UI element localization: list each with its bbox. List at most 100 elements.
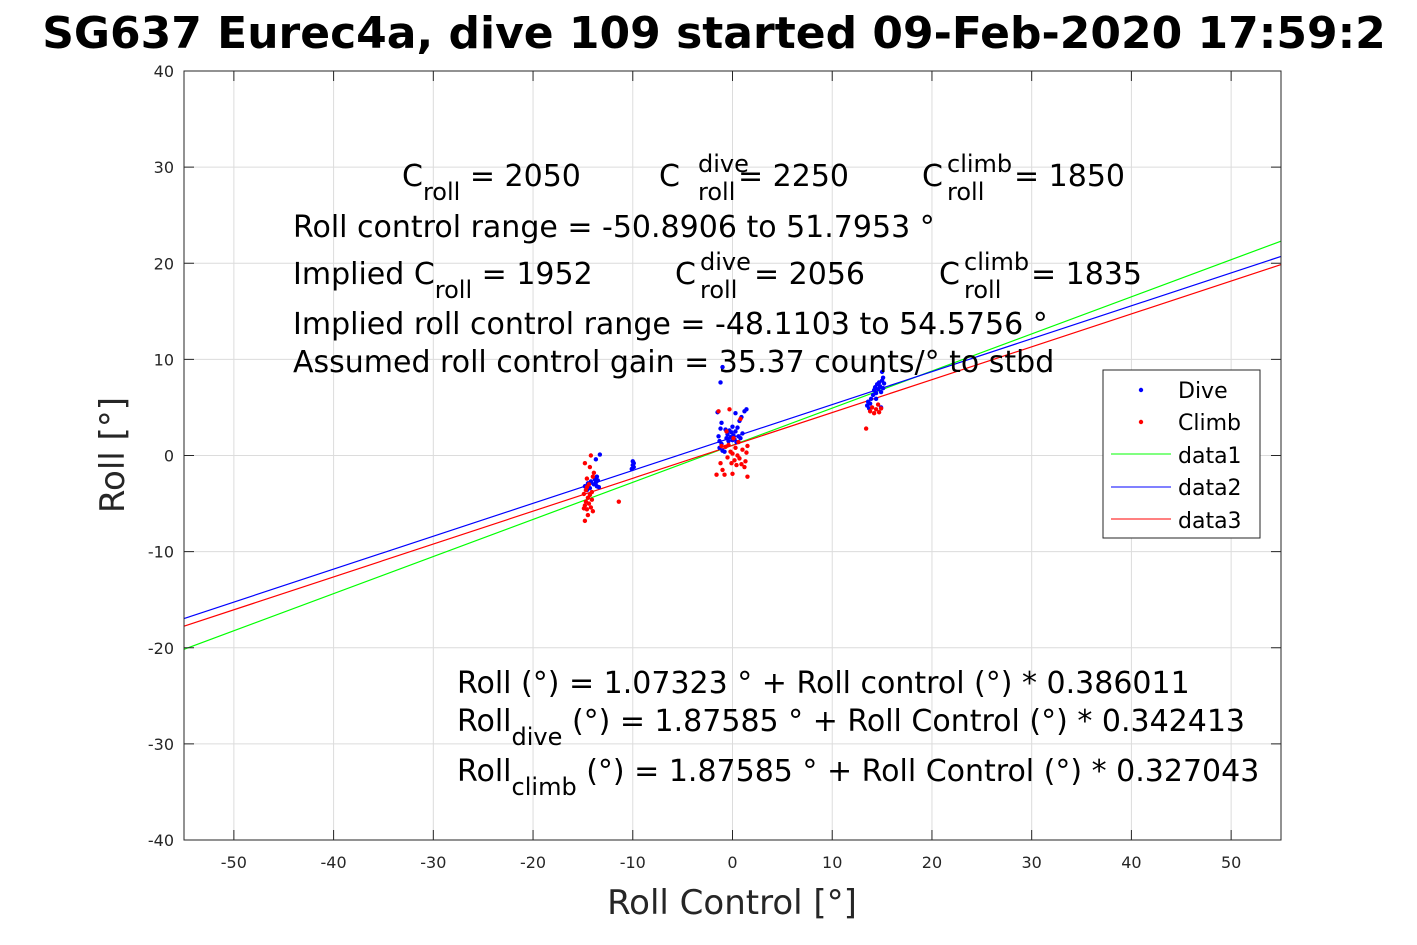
data-point-dive xyxy=(718,426,723,431)
chart-title: SG637 Eurec4a, dive 109 started 09-Feb-2… xyxy=(42,8,1386,59)
data-point-climb xyxy=(585,512,591,518)
annotation-implied-c-climb-value: = 1835 xyxy=(1031,257,1142,292)
data-point-dive xyxy=(722,449,727,454)
legend-marker-dive xyxy=(1138,387,1144,393)
data-point-dive xyxy=(631,464,636,470)
data-point-climb xyxy=(587,464,593,470)
y-tick-label: 10 xyxy=(154,350,174,369)
data-point-climb xyxy=(876,410,882,415)
x-tick-label: 50 xyxy=(1221,853,1241,872)
x-tick-label: -20 xyxy=(520,853,546,872)
data-point-dive xyxy=(740,431,745,436)
data-point-climb xyxy=(745,474,750,479)
annotation-c-roll: Croll = 2050 xyxy=(402,159,581,206)
data-point-climb xyxy=(729,460,734,466)
scatter-points xyxy=(581,364,887,524)
x-tick-label: 30 xyxy=(1022,853,1042,872)
y-tick-label: -30 xyxy=(148,735,174,754)
annotation-fit-climb-label: Roll xyxy=(457,754,512,789)
data-point-dive xyxy=(595,478,601,483)
annotation-c-dive-letter: C xyxy=(659,159,680,194)
y-tick-label: -10 xyxy=(148,543,174,562)
data-point-climb xyxy=(730,471,735,476)
annotation-implied-c-dive: C xyxy=(675,257,696,292)
annotation-implied-range: Implied roll control range = -48.1103 to… xyxy=(293,307,1048,342)
data-point-climb xyxy=(616,499,622,504)
annotation-c-climb-letter: C xyxy=(922,159,943,194)
data-point-climb xyxy=(727,407,732,412)
data-point-climb xyxy=(716,409,721,414)
data-point-climb xyxy=(588,505,594,510)
y-axis-ticks: -40 -30 -20 -10 0 10 20 30 40 xyxy=(148,62,1281,850)
data-point-dive xyxy=(719,420,724,426)
annotation-fit-dive-label: Roll xyxy=(457,704,512,739)
data-point-climb xyxy=(742,464,747,470)
data-point-dive xyxy=(873,396,879,401)
data-point-dive xyxy=(880,375,886,380)
x-axis-ticks: -50 -40 -30 -20 -10 0 10 20 30 40 50 xyxy=(221,71,1241,872)
x-tick-label: -40 xyxy=(321,853,347,872)
data-point-climb xyxy=(725,455,730,460)
annotation-fit-dive: Rolldive (°) = 1.87585 ° + Roll Control … xyxy=(457,704,1245,751)
data-point-climb xyxy=(586,501,592,506)
data-point-climb xyxy=(582,460,588,466)
x-tick-label: -50 xyxy=(221,853,247,872)
x-tick-label: 10 xyxy=(822,853,842,872)
annotation-implied-c-dive-letter: C xyxy=(675,257,696,292)
annotation-implied-c-roll: Implied Croll = 1952 xyxy=(293,257,593,304)
data-point-climb xyxy=(737,456,742,461)
annotation-implied-c-climb-letter: C xyxy=(939,257,960,292)
data-point-dive xyxy=(880,386,886,391)
data-point-climb xyxy=(589,489,595,495)
annotation-fit-dive-rest: (°) = 1.87585 ° + Roll Control (°) * 0.3… xyxy=(562,704,1245,739)
data-point-climb xyxy=(722,472,727,477)
data-point-climb xyxy=(875,402,881,407)
y-tick-label: -40 xyxy=(148,831,174,850)
annotation-roll-range: Roll control range = -50.8906 to 51.7953… xyxy=(293,210,935,245)
annotation-c-roll-subscript: roll xyxy=(423,178,460,206)
data-point-dive xyxy=(744,407,749,412)
annotation-c-dive-subscript: roll xyxy=(698,178,735,206)
data-point-climb xyxy=(588,453,594,458)
data-point-dive xyxy=(631,460,636,466)
data-point-climb xyxy=(582,518,588,524)
data-point-climb xyxy=(743,459,748,464)
annotation-implied-c-dive-subscript: roll xyxy=(700,276,737,304)
annotation-fit-climb-rest: (°) = 1.87585 ° + Roll Control (°) * 0.3… xyxy=(577,754,1260,789)
annotation-c-dive: C xyxy=(659,159,680,194)
data-point-dive xyxy=(593,457,599,462)
data-point-climb xyxy=(719,443,724,449)
data-point-dive xyxy=(735,425,740,430)
annotation-implied-c-roll-letter: Implied C xyxy=(293,257,435,292)
data-point-dive xyxy=(597,452,603,457)
legend: Dive Climb data1 data2 data3 xyxy=(1102,369,1261,539)
data-point-dive xyxy=(716,434,721,439)
data-point-dive xyxy=(730,424,735,429)
legend-label-data1: data1 xyxy=(1178,444,1242,469)
data-point-climb xyxy=(718,460,723,466)
data-point-climb xyxy=(724,429,729,434)
data-point-dive xyxy=(868,396,874,401)
x-tick-label: 40 xyxy=(1121,853,1141,872)
data-point-climb xyxy=(867,409,873,414)
annotation-c-climb-subscript: roll xyxy=(947,178,984,206)
annotation-implied-c-dive-superscript: dive xyxy=(700,248,751,276)
data-point-climb xyxy=(869,405,875,410)
annotation-fit-all: Roll (°) = 1.07323 ° + Roll control (°) … xyxy=(457,666,1190,701)
data-point-climb xyxy=(581,506,587,511)
annotation-implied-c-dive-value: = 2056 xyxy=(754,257,865,292)
data-point-climb xyxy=(584,485,590,490)
annotations: Croll = 2050 C dive roll = 2250 C climb … xyxy=(293,150,1259,801)
x-tick-label: -30 xyxy=(420,853,446,872)
annotation-fit-climb-subscript: climb xyxy=(512,773,577,801)
annotation-fit-dive-subscript: dive xyxy=(512,723,563,751)
data-point-climb xyxy=(878,406,884,411)
legend-label-data3: data3 xyxy=(1178,509,1242,534)
annotation-c-climb-superscript: climb xyxy=(947,150,1012,178)
annotation-implied-c-roll-value: = 1952 xyxy=(472,257,593,292)
data-point-dive xyxy=(594,474,600,479)
data-point-dive xyxy=(738,435,743,441)
data-point-climb xyxy=(740,447,745,452)
data-point-dive xyxy=(718,380,723,385)
data-point-dive xyxy=(726,438,731,444)
